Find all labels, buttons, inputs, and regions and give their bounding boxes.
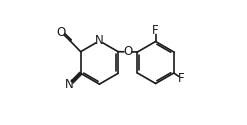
Text: N: N (95, 34, 104, 47)
Text: O: O (57, 26, 66, 39)
Circle shape (59, 30, 64, 35)
Text: F: F (178, 72, 185, 85)
Circle shape (153, 29, 158, 33)
Circle shape (179, 76, 184, 80)
Circle shape (125, 49, 130, 54)
Text: N: N (65, 78, 74, 91)
Circle shape (67, 82, 72, 87)
Text: F: F (152, 24, 159, 38)
Text: O: O (123, 45, 132, 58)
Circle shape (97, 38, 102, 44)
